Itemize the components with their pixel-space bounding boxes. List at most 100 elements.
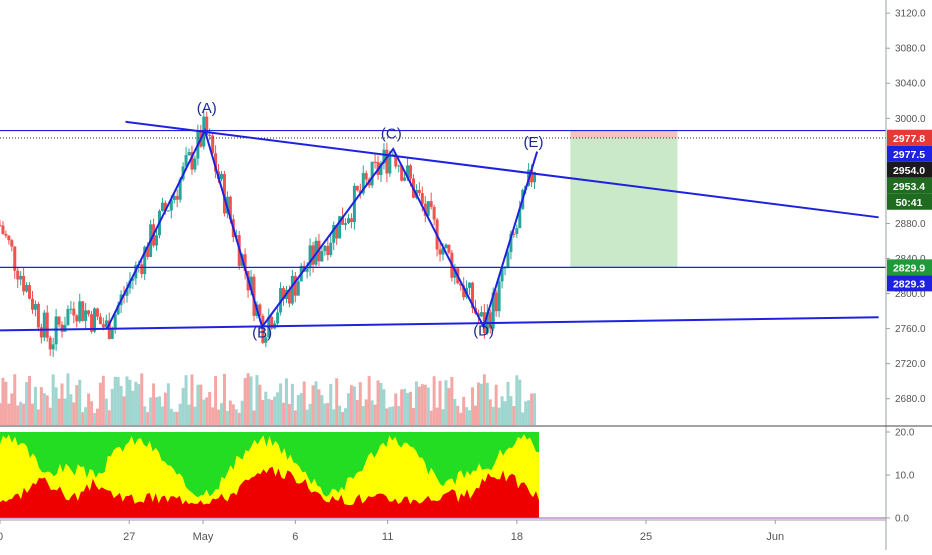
candle-body — [530, 169, 534, 183]
candle-body — [98, 316, 102, 325]
volume-bar — [19, 401, 23, 425]
candle-body — [178, 179, 182, 200]
volume-bar — [78, 379, 82, 425]
price-tick-label: 3120.0 — [895, 9, 926, 20]
candle-body — [423, 203, 427, 216]
volume-bar — [338, 405, 342, 425]
candle-body — [346, 218, 350, 224]
candle-body — [432, 207, 436, 220]
volume-bar — [237, 412, 241, 425]
volume-bar — [243, 378, 247, 425]
volume-bar — [491, 406, 495, 425]
osc-tick-label: 10.0 — [895, 471, 915, 482]
volume-bar — [122, 396, 126, 425]
volume-bar — [30, 403, 34, 425]
candle-body — [341, 216, 345, 225]
candle-body — [290, 275, 294, 304]
volume-bar — [373, 404, 377, 425]
volume-bar — [326, 403, 330, 425]
volume-bar — [187, 404, 191, 425]
volume-bar — [450, 376, 454, 425]
volume-bar — [51, 374, 55, 425]
candle-body — [16, 270, 20, 280]
volume-bar — [409, 391, 413, 425]
candle-body — [382, 149, 386, 164]
candle-body — [441, 247, 445, 255]
candle-body — [143, 246, 147, 275]
volume-bar — [391, 406, 395, 425]
price-label-text: 2977.8 — [893, 133, 925, 145]
volume-bar — [527, 400, 531, 425]
volume-bar — [240, 400, 244, 425]
candle-body — [497, 281, 501, 312]
volume-bar — [429, 410, 433, 425]
wave-path — [106, 127, 539, 330]
volume-bar — [166, 383, 170, 425]
volume-bar — [462, 396, 466, 425]
position-tool[interactable] — [570, 130, 678, 268]
candle-body — [39, 327, 43, 338]
candle-body — [81, 301, 85, 321]
volume-bar — [163, 392, 167, 425]
candle-body — [533, 172, 537, 183]
volume-bar — [264, 391, 268, 425]
candle-body — [447, 244, 451, 253]
volume-bar — [302, 381, 306, 425]
candle-body — [33, 303, 37, 310]
volume-bar — [364, 399, 368, 425]
drawings[interactable] — [0, 120, 886, 332]
volume-bar — [69, 394, 73, 425]
candle-body — [22, 275, 26, 292]
volume-bar — [39, 387, 43, 425]
volume-bar — [323, 403, 327, 425]
volume-bar — [284, 378, 288, 425]
volume-bar — [479, 383, 483, 425]
volume-bar — [178, 403, 182, 425]
candle-body — [0, 225, 2, 227]
volume-bar — [143, 406, 147, 425]
volume-bar — [311, 385, 315, 425]
candle-body — [438, 249, 442, 255]
candle-body — [305, 268, 309, 272]
volume-bar — [137, 384, 141, 425]
volume-bar — [54, 387, 58, 425]
volume-bar — [225, 410, 229, 425]
volume-bar — [482, 374, 486, 425]
volume-bar — [296, 394, 300, 425]
volume-bar — [258, 384, 262, 425]
volume-bar — [273, 396, 277, 425]
candle-body — [42, 312, 46, 338]
price-tick-label: 2800.0 — [895, 289, 926, 300]
volume-bar — [382, 389, 386, 425]
volume-bar — [388, 407, 392, 425]
volume-bar — [471, 387, 475, 425]
candle-body — [394, 154, 398, 167]
candle-body — [261, 315, 265, 343]
candle-body — [13, 246, 17, 271]
volume-bar — [420, 384, 424, 425]
candle-body — [349, 218, 353, 223]
volume-bar — [13, 374, 17, 425]
volume-bar — [104, 398, 108, 425]
volume-bar — [518, 379, 522, 425]
candle-body — [361, 173, 365, 194]
volume-bar — [66, 373, 70, 425]
volume-bar — [447, 388, 451, 425]
candle-body — [116, 305, 120, 315]
candle-body — [276, 312, 280, 324]
candle-body — [95, 308, 99, 317]
candle-body — [69, 308, 73, 310]
volume-bar — [279, 383, 283, 425]
candle-body — [352, 185, 356, 223]
osc-red-zone — [0, 466, 539, 518]
volume-bar — [361, 405, 365, 425]
time-tick-label: 11 — [382, 531, 393, 543]
candle-body — [506, 252, 510, 268]
volume-bar — [276, 392, 280, 425]
volume-bar — [63, 398, 67, 425]
osc-tick-label: 20.0 — [895, 428, 915, 439]
price-label-text: 50:41 — [896, 197, 923, 209]
